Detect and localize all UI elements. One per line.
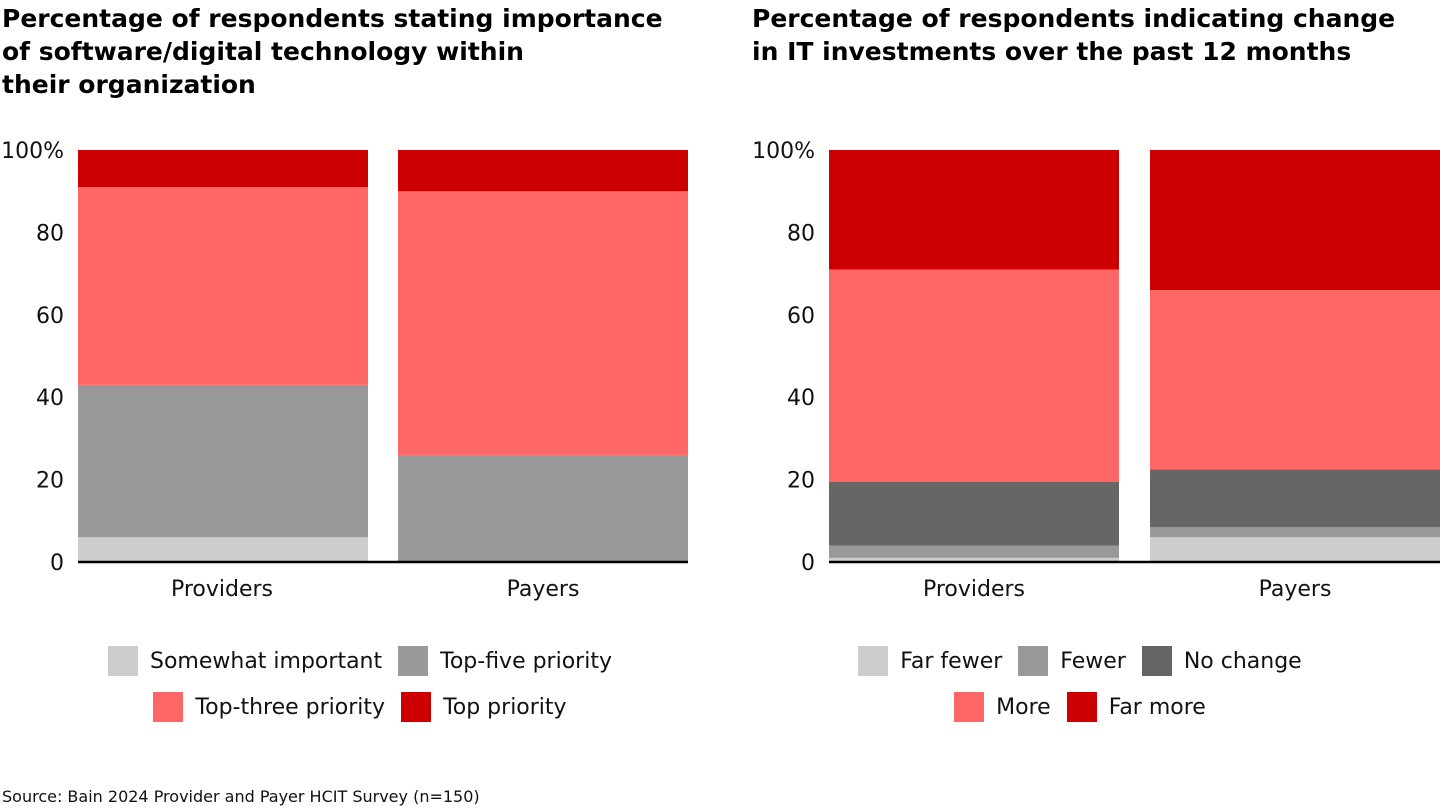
legend-item-top-three-priority: Top-three priority (153, 692, 385, 722)
bar-segment-providers-top-five-priority (78, 384, 368, 538)
legend-item-fewer: Fewer (1018, 646, 1126, 676)
legend-item-top-priority: Top priority (401, 692, 567, 722)
legend-label: More (996, 694, 1051, 720)
legend-label: Top-five priority (440, 648, 612, 674)
y-tick-label: 20 (36, 469, 64, 494)
bar-segment-payers-more (1150, 290, 1440, 470)
legend-item-far-fewer: Far fewer (858, 646, 1002, 676)
legend-label: Top-three priority (195, 694, 386, 720)
bar-segment-payers-top-priority (398, 150, 688, 192)
bar-segment-providers-top-three-priority (78, 187, 368, 385)
legend-swatch (1066, 692, 1097, 722)
chart-title-left: Percentage of respondents stating import… (2, 4, 663, 99)
legend-swatch (1141, 646, 1172, 676)
legend-swatch (1018, 646, 1049, 676)
y-tick-label: 80 (36, 221, 64, 246)
x-tick-label-providers: Providers (171, 577, 273, 602)
legend-item-more: More (954, 692, 1051, 722)
y-tick-label: 0 (50, 551, 64, 576)
legend-swatch (153, 692, 184, 722)
legend-swatch (401, 692, 432, 722)
legend-swatch (398, 646, 429, 676)
legend-swatch (858, 646, 889, 676)
bar-segment-payers-fewer (1150, 526, 1440, 538)
y-tick-label: 100% (752, 139, 815, 164)
bar-segment-providers-far-fewer (829, 557, 1119, 562)
legend-label: Somewhat important (150, 648, 383, 674)
bar-segment-providers-somewhat-important (78, 537, 368, 562)
legend-item-somewhat-important: Somewhat important (108, 646, 382, 676)
legend-label: Far more (1108, 694, 1206, 720)
bar-segment-providers-far-more (829, 150, 1119, 270)
legend-swatch (954, 692, 985, 722)
legend-left: Somewhat important Top-five priority Top-t… (0, 638, 720, 738)
legend-label: Top priority (443, 694, 567, 720)
legend-label: Far fewer (900, 648, 1003, 674)
y-tick-label: 40 (787, 386, 815, 411)
y-tick-label: 20 (787, 469, 815, 494)
y-tick-label: 80 (787, 221, 815, 246)
chart-title-right: Percentage of respondents indicating cha… (752, 4, 1396, 66)
y-tick-label: 0 (801, 551, 815, 576)
legend-row: Far fewer Fewer No change (720, 638, 1440, 684)
source-note: Source: Bain 2024 Provider and Payer HCI… (2, 787, 480, 806)
legend-item-far-more: Far more (1066, 692, 1206, 722)
bar-segment-payers-far-fewer (1150, 537, 1440, 562)
bar-segment-providers-no-change (829, 481, 1119, 546)
bar-segment-providers-fewer (829, 545, 1119, 558)
x-tick-label-providers: Providers (923, 577, 1025, 602)
x-tick-label-payers: Payers (1259, 577, 1332, 602)
legend-label: Fewer (1060, 648, 1126, 674)
bar-segment-providers-top-priority (78, 150, 368, 188)
bar-segment-payers-top-five-priority (398, 454, 688, 562)
y-tick-label: 100% (1, 139, 64, 164)
legend-label: No change (1183, 648, 1302, 674)
legend-item-top-five-priority: Top-five priority (398, 646, 612, 676)
chart-1: 0 20 40 60 80 100% Providers Payers (752, 139, 1440, 602)
legend-row: More Far more (720, 684, 1440, 730)
chart-0: 0 20 40 60 80 100% Providers Payers (1, 139, 688, 602)
y-tick-label: 60 (787, 304, 815, 329)
legend-right: Far fewer Fewer No change More Far more (720, 638, 1440, 738)
x-tick-label-payers: Payers (507, 577, 580, 602)
bar-segment-providers-more (829, 269, 1119, 482)
legend-swatch (108, 646, 138, 676)
y-tick-label: 40 (36, 386, 64, 411)
legend-row: Somewhat important Top-five priority (0, 638, 720, 684)
legend-row: Top-three priority Top priority (0, 684, 720, 730)
legend-item-no-change: No change (1141, 646, 1302, 676)
y-tick-label: 60 (36, 304, 64, 329)
bar-segment-payers-far-more (1150, 150, 1440, 291)
bar-segment-payers-no-change (1150, 469, 1440, 527)
bar-segment-payers-top-three-priority (398, 191, 688, 455)
